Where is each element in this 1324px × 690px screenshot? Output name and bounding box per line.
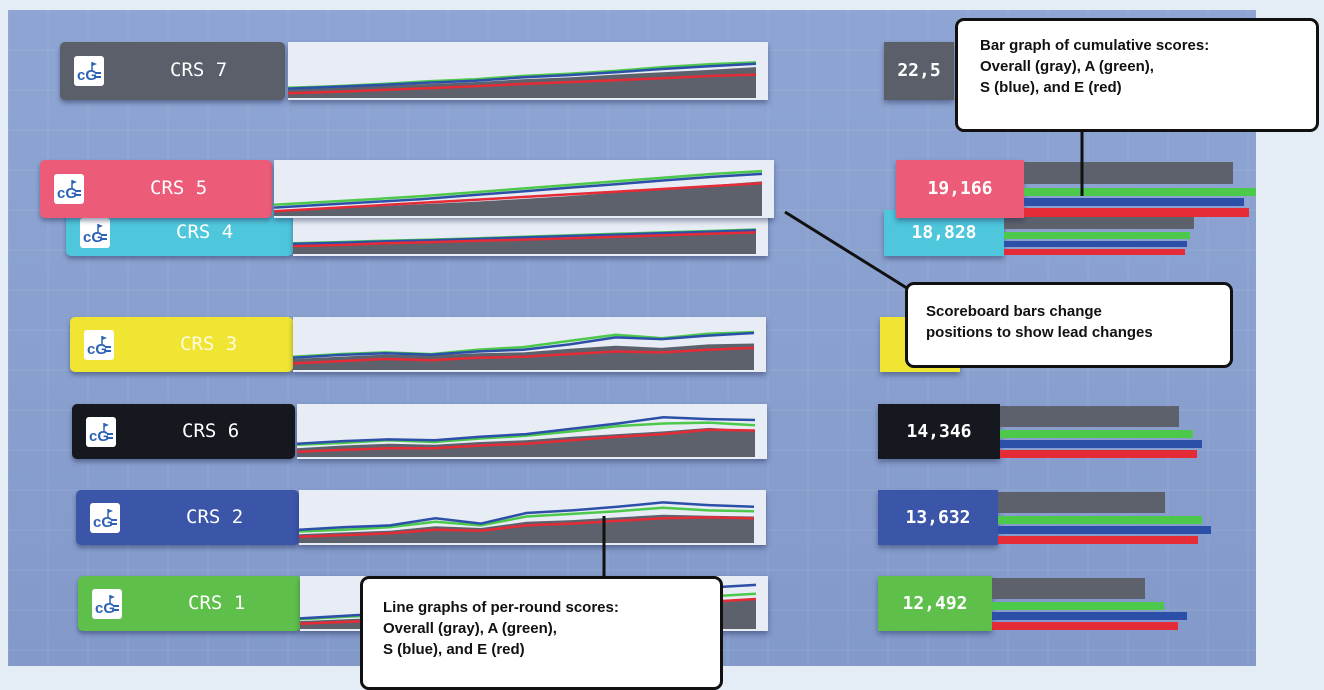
golf-flag-logo-icon: cG [54,174,84,204]
gray-cumulative-bar [1000,406,1179,427]
overall-area [274,181,762,216]
gray-cumulative-bar [992,578,1146,599]
team-name: CRS 1 [188,591,246,614]
callout-scoreboard-line: positions to show lead changes [926,324,1153,341]
line-graph-panel [299,490,766,545]
blue-series-line [288,62,757,90]
blue-cumulative-bar [992,612,1187,620]
green-cumulative-bar [1024,187,1256,196]
blue-series-line [293,228,757,246]
red-cumulative-bar [992,622,1178,630]
green-cumulative-bar [998,516,1203,524]
line-graph [274,169,763,216]
team-name: CRS 7 [170,59,228,81]
gray-cumulative-bar [1024,162,1233,185]
line-graph-panel [293,317,766,372]
callout-scoreboard-line: Scoreboard bars change [926,303,1102,320]
line-graph [293,228,757,254]
golf-flag-logo-icon: cG [90,502,120,533]
callout-line-graph-line: Line graphs of per-round scores: [383,599,619,616]
cumulative-score: 12,492 [878,576,992,631]
line-graph-panel [274,160,774,218]
svg-text:cG: cG [77,67,97,84]
team-name: CRS 2 [186,505,244,528]
leader-scoreboard [784,210,911,292]
svg-text:cG: cG [89,428,109,445]
green-cumulative-bar [1004,232,1190,239]
red-series-line [297,428,756,453]
red-cumulative-bar [1004,248,1185,256]
red-series-line [288,73,757,95]
overall-area [293,231,756,254]
blue-series-line [293,331,755,359]
callout-bar-graph-line: Bar graph of cumulative scores: [980,37,1210,54]
line-graph [299,501,755,543]
svg-text:cG: cG [87,341,107,358]
green-series-line [299,506,755,533]
callout-scoreboard: Scoreboard bars change positions to show… [905,282,1233,368]
cumulative-score: 14,346 [878,404,1000,459]
golf-flag-logo-icon: cG [74,56,104,86]
blue-cumulative-bar [1004,240,1188,247]
green-series-line [274,169,763,207]
callout-line-graph-line: S (blue), and E (red) [383,641,525,658]
red-cumulative-bar [1024,208,1250,217]
callout-bar-graph: Bar graph of cumulative scores: Overall … [955,18,1319,132]
green-cumulative-bar [992,602,1164,610]
red-series-line [299,516,755,539]
golf-flag-logo-icon: cG [80,218,110,248]
cumulative-score: 13,632 [878,490,998,545]
golf-flag-logo-icon: cG [86,416,116,447]
blue-series-line [297,416,756,446]
red-series-line [293,346,755,365]
scoreboard-row-crs5: cG CRS 5 19,166 [8,160,1256,218]
golf-flag-logo-icon: cG [84,329,114,360]
blue-cumulative-bar [998,526,1212,534]
team-name: CRS 3 [180,332,238,355]
svg-text:cG: cG [83,229,103,246]
team-name: CRS 5 [150,177,208,199]
callout-line-graph-line: Overall (gray), A (green), [383,620,557,637]
line-graph-panel [288,42,768,100]
blue-series-line [299,501,755,532]
line-graph [288,61,757,98]
svg-text:cG: cG [95,600,115,617]
golf-flag-logo-icon: cG [92,588,122,619]
svg-text:cG: cG [57,185,77,202]
blue-cumulative-bar [1024,197,1245,207]
scoreboard-row-crs2: cG CRS 2 13,632 [8,490,1256,545]
red-series-line [293,231,757,248]
gray-cumulative-bar [998,492,1166,513]
svg-text:cG: cG [93,514,113,531]
cumulative-score: 19,166 [896,160,1024,218]
callout-line-graph: Line graphs of per-round scores: Overall… [360,576,723,690]
scoreboard-row-crs7: cG CRS 7 22,5 [8,42,1256,100]
team-name: CRS 6 [182,419,240,442]
line-graph [293,330,755,370]
callout-bar-graph-line: S (blue), and E (red) [980,79,1122,96]
team-name: CRS 4 [176,221,234,243]
blue-series-line [274,172,763,209]
red-cumulative-bar [1000,450,1198,458]
cumulative-score: 22,5 [884,42,954,100]
scoreboard-row-crs6: cG CRS 6 14,346 [8,404,1256,459]
red-cumulative-bar [998,536,1198,544]
green-cumulative-bar [1000,430,1193,438]
line-graph-panel [297,404,767,459]
callout-bar-graph-line: Overall (gray), A (green), [980,58,1154,75]
blue-cumulative-bar [1000,440,1202,448]
line-graph [297,416,756,457]
red-series-line [274,181,763,213]
overall-area [299,514,754,543]
